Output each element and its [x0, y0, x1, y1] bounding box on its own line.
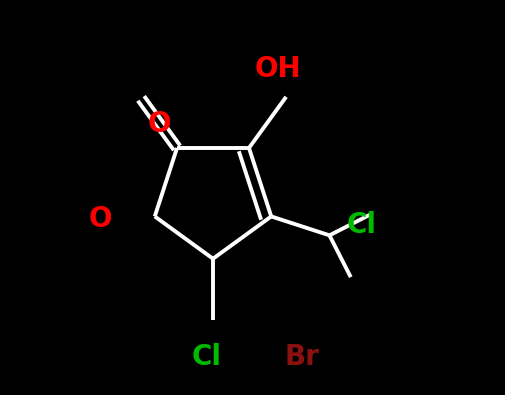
Text: Cl: Cl — [346, 211, 376, 239]
Text: Cl: Cl — [192, 344, 222, 371]
Text: O: O — [148, 111, 171, 138]
Text: O: O — [89, 205, 112, 233]
Text: Br: Br — [284, 344, 319, 371]
Text: OH: OH — [255, 55, 301, 83]
